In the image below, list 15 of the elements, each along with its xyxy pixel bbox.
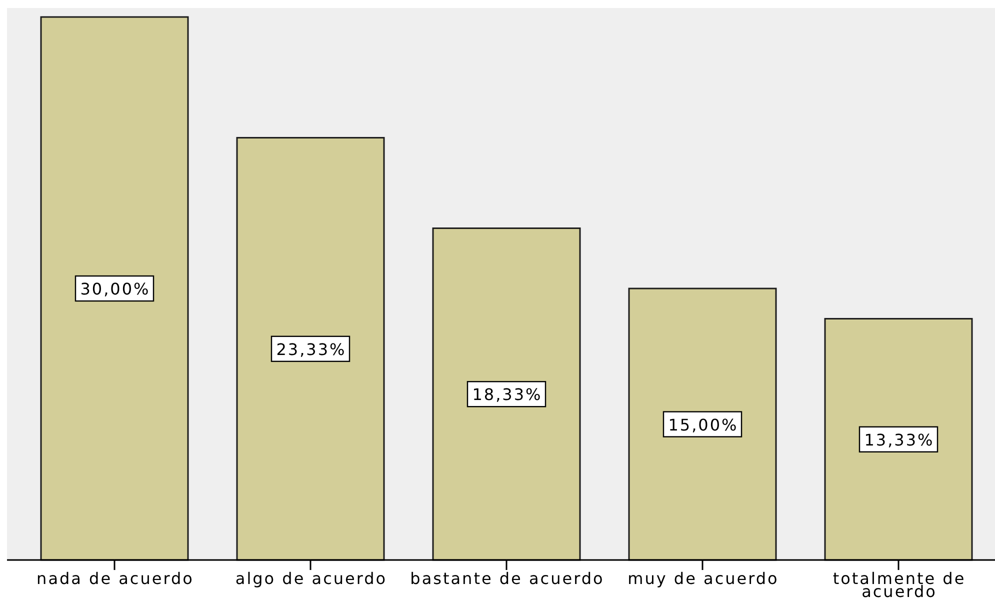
bar xyxy=(432,227,581,561)
data-label: 18,33% xyxy=(472,384,542,404)
x-tick-label: bastante de acuerdo xyxy=(410,569,604,588)
bar xyxy=(40,16,189,561)
bar xyxy=(628,288,777,561)
x-tick-label: totalmente de acuerdo xyxy=(832,569,966,601)
bar xyxy=(824,318,973,561)
data-label: 30,00% xyxy=(80,279,150,298)
data-label: 23,33% xyxy=(276,339,346,358)
x-tick-label: muy de acuerdo xyxy=(628,569,779,588)
bar xyxy=(236,136,385,561)
x-tick-label: nada de acuerdo xyxy=(36,569,194,588)
x-tick-label: algo de acuerdo xyxy=(235,569,388,588)
data-label: 15,00% xyxy=(668,414,738,434)
data-label: 13,33% xyxy=(864,430,934,449)
